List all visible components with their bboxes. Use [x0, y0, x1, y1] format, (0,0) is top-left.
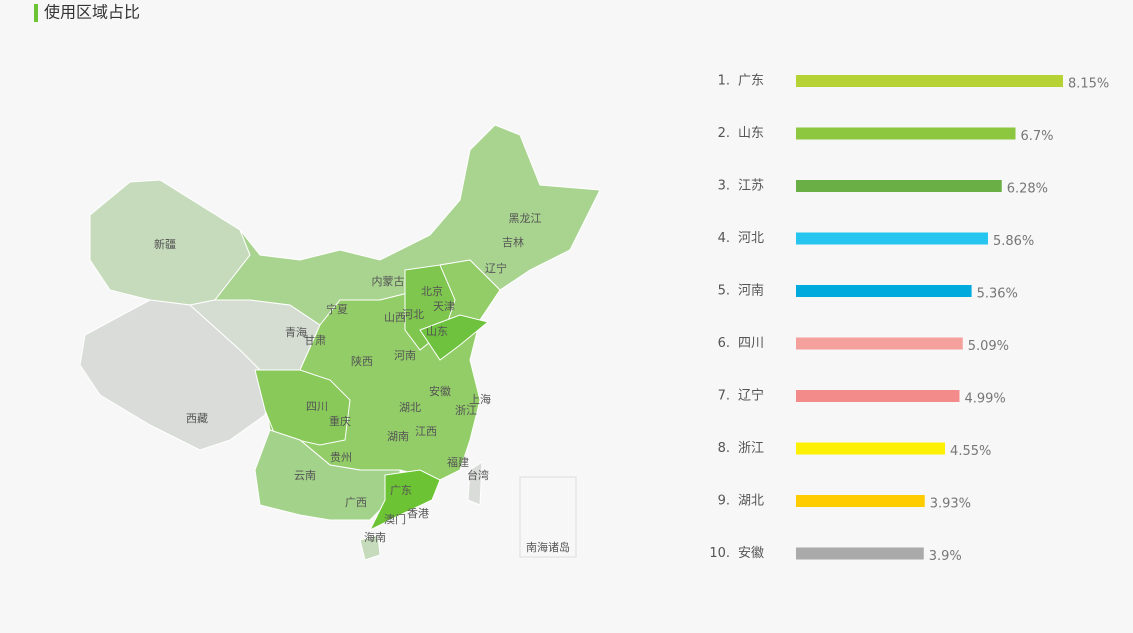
value-label: 5.86%	[993, 234, 1034, 249]
region-label: 内蒙古	[372, 274, 405, 288]
value-label: 6.28%	[1007, 182, 1048, 197]
region-label: 广东	[390, 484, 412, 497]
rank-label: 10.	[709, 546, 730, 561]
bar	[796, 390, 960, 402]
region-label: 河北	[402, 308, 424, 321]
region-label: 安徽	[429, 384, 451, 398]
rank-label: 3.	[718, 179, 730, 194]
value-label: 8.15%	[1068, 77, 1109, 92]
region-label: 澳门	[384, 512, 406, 526]
region-shape	[467, 461, 483, 506]
inset-frame	[519, 476, 577, 558]
region-label: 北京	[421, 284, 443, 298]
category-label: 广东	[738, 74, 764, 89]
bar	[796, 547, 924, 560]
region-label: 香港	[407, 507, 429, 520]
value-label: 3.9%	[929, 549, 962, 564]
region-shape	[359, 534, 381, 561]
category-label: 湖北	[738, 494, 764, 509]
category-label: 辽宁	[738, 388, 764, 404]
region-label: 西藏	[186, 412, 208, 425]
region-label: 黑龙江	[509, 212, 542, 225]
rank-label: 8.	[718, 441, 730, 456]
bar	[796, 285, 972, 297]
region-label: 河南	[394, 349, 416, 362]
category-label: 河北	[738, 231, 764, 246]
region-label: 陕西	[351, 354, 373, 368]
region-label: 青海	[285, 325, 307, 339]
region-label: 甘肃	[304, 334, 326, 347]
inset-label: 南海诸岛	[526, 540, 570, 554]
category-label: 山东	[738, 126, 764, 141]
region-label: 山西	[384, 311, 406, 324]
bar	[796, 495, 925, 507]
region-label: 天津	[433, 300, 455, 313]
value-label: 4.99%	[964, 392, 1005, 407]
bar	[796, 75, 1063, 87]
bar	[796, 232, 988, 245]
bar	[796, 127, 1016, 140]
region-label: 山东	[426, 325, 448, 338]
region-shape	[368, 469, 441, 532]
value-label: 4.55%	[950, 444, 991, 459]
category-label: 安徽	[738, 546, 764, 561]
rank-label: 7.	[718, 389, 730, 404]
region-label: 台湾	[467, 468, 489, 482]
rank-label: 4.	[718, 231, 730, 246]
bar	[796, 180, 1002, 192]
region-label: 海南	[364, 530, 386, 544]
china-map	[79, 124, 601, 561]
category-label: 四川	[738, 336, 764, 351]
region-label: 浙江	[455, 404, 477, 417]
rank-label: 9.	[718, 494, 730, 509]
panel-title: 使用区域占比	[44, 3, 140, 22]
region-label: 宁夏	[326, 302, 348, 316]
bar	[796, 337, 963, 350]
region-label: 辽宁	[485, 261, 507, 275]
value-label: 6.7%	[1020, 129, 1053, 144]
value-label: 3.93%	[930, 497, 971, 512]
rank-label: 1.	[718, 74, 730, 89]
region-label: 广西	[345, 496, 367, 509]
region-label: 新疆	[154, 237, 176, 251]
category-label: 江苏	[738, 178, 764, 194]
category-label: 河南	[738, 283, 764, 299]
bar	[796, 442, 946, 455]
region-label: 湖北	[399, 401, 421, 414]
region-label: 江西	[415, 425, 437, 438]
region-label: 湖南	[387, 430, 409, 443]
category-label: 浙江	[738, 441, 764, 456]
region-shape	[254, 369, 351, 446]
region-label: 上海	[469, 392, 491, 406]
region-label: 云南	[294, 469, 316, 482]
title-accent	[34, 4, 38, 22]
region-label: 贵州	[330, 451, 352, 464]
region-label: 福建	[447, 455, 469, 469]
rank-label: 6.	[718, 336, 730, 351]
value-label: 5.09%	[968, 339, 1009, 354]
region-label: 重庆	[329, 414, 351, 428]
region-label: 四川	[306, 400, 328, 413]
value-label: 5.36%	[977, 287, 1018, 302]
region-label: 吉林	[502, 235, 524, 249]
region-shape	[419, 314, 490, 361]
region-shape	[79, 299, 271, 451]
rank-label: 2.	[718, 126, 730, 141]
rank-label: 5.	[718, 284, 730, 299]
region-shape	[213, 124, 601, 326]
